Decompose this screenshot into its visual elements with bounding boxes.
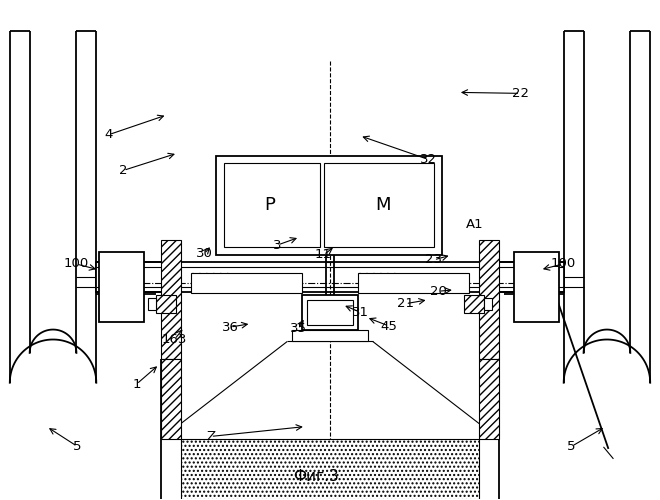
Bar [302, 294, 358, 330]
Text: 1: 1 [132, 378, 141, 391]
Bar [307, 300, 353, 324]
Text: 30: 30 [195, 248, 213, 260]
Bar [96, 262, 564, 292]
Bar [191, 273, 302, 293]
Text: 2: 2 [119, 164, 127, 177]
Bar [99, 252, 144, 322]
Text: 100: 100 [63, 258, 88, 270]
Bar [216, 156, 442, 255]
Text: A1: A1 [465, 218, 483, 230]
Text: 23: 23 [425, 254, 442, 266]
Text: Z: Z [206, 430, 215, 443]
Text: 31: 31 [352, 306, 369, 318]
Text: 4: 4 [105, 128, 113, 141]
Text: 11: 11 [315, 248, 332, 262]
Bar [156, 294, 176, 312]
Bar [358, 273, 469, 293]
Bar [464, 294, 484, 312]
Text: 5: 5 [73, 440, 82, 453]
Bar [161, 360, 181, 439]
Text: 5: 5 [568, 440, 576, 453]
Bar [324, 164, 434, 247]
Text: 45: 45 [381, 320, 397, 332]
Bar [479, 240, 499, 360]
Text: M: M [376, 196, 391, 214]
Bar [479, 360, 499, 439]
Text: 21: 21 [397, 297, 414, 310]
Text: 100: 100 [550, 258, 576, 270]
Bar [148, 298, 156, 310]
Text: 22: 22 [512, 87, 529, 100]
Bar [161, 240, 181, 360]
Bar [181, 439, 479, 500]
Text: 36: 36 [222, 320, 239, 334]
Text: 163: 163 [162, 333, 187, 346]
Text: Фиг.3: Фиг.3 [292, 468, 339, 483]
Text: 20: 20 [430, 285, 447, 298]
Bar [292, 330, 368, 342]
Text: 35: 35 [290, 322, 307, 335]
Bar [484, 298, 492, 310]
Text: 32: 32 [420, 153, 437, 166]
Text: P: P [265, 196, 275, 214]
Text: 3: 3 [273, 238, 282, 252]
Bar [224, 164, 320, 247]
Bar [514, 252, 559, 322]
